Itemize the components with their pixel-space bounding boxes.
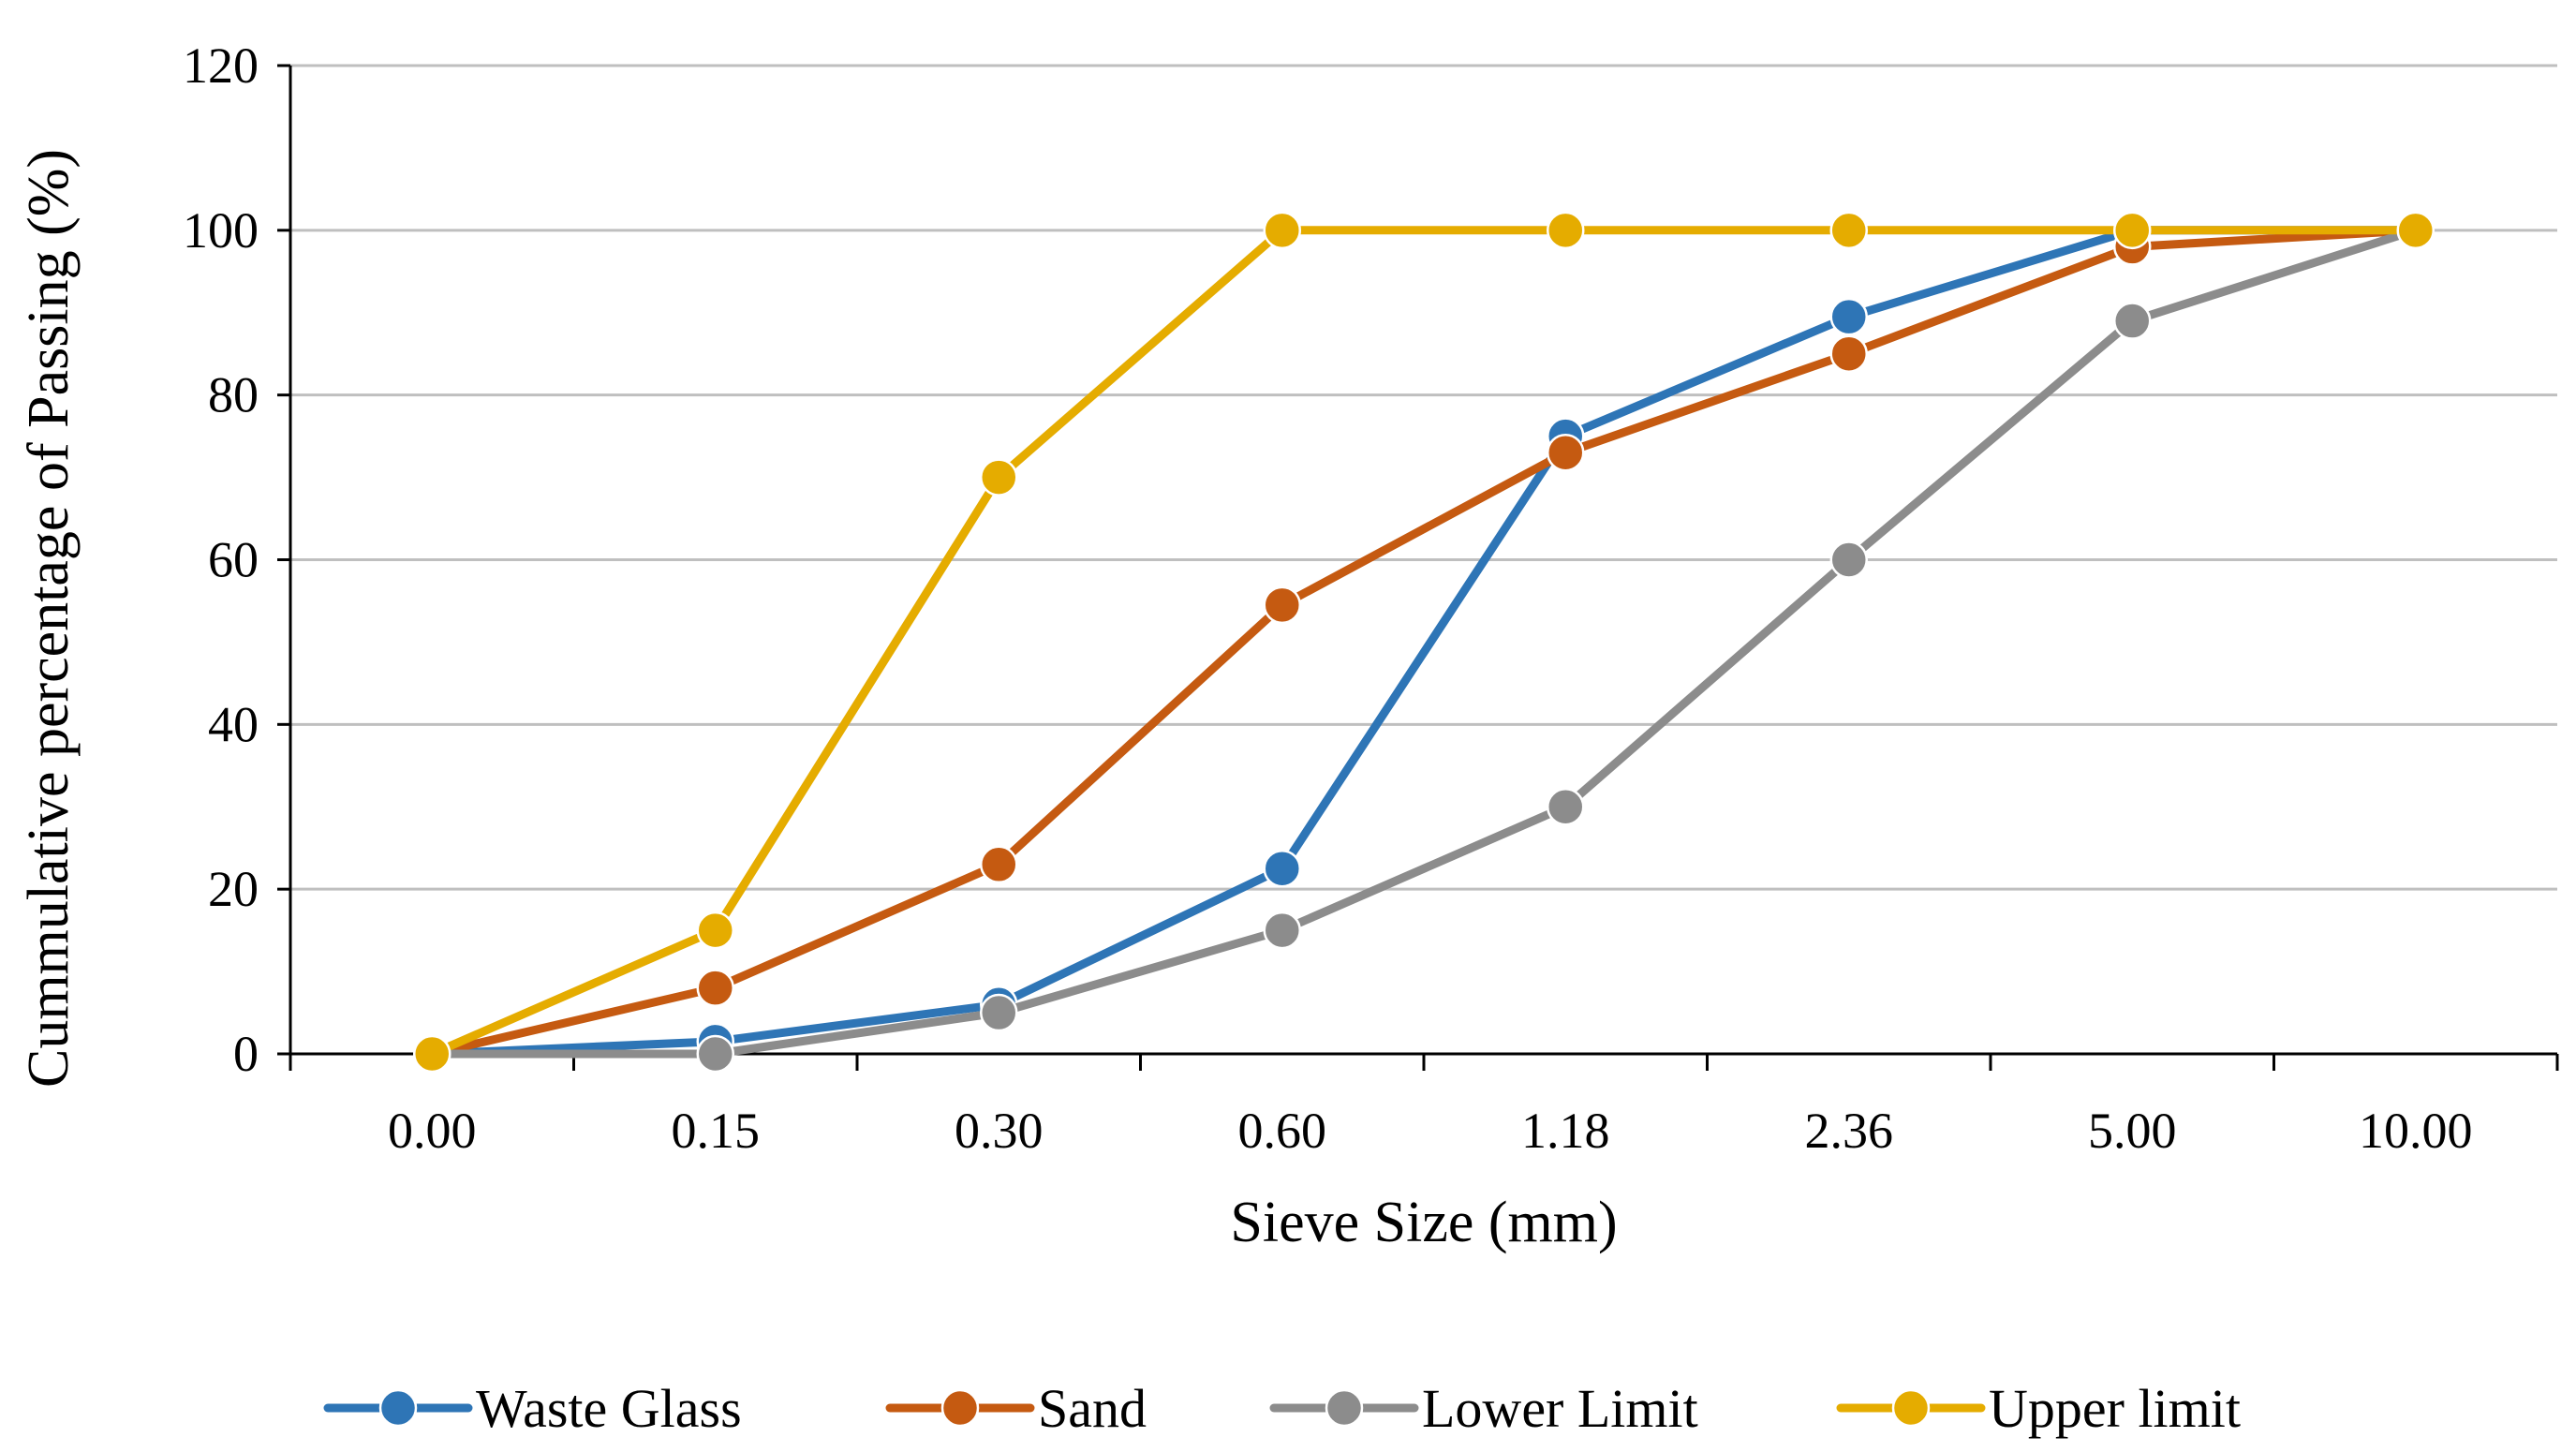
x-tick-label: 0.15 xyxy=(672,1103,761,1159)
y-tick-label: 80 xyxy=(208,367,259,423)
gridlines xyxy=(290,64,2557,891)
y-tick-label: 100 xyxy=(183,202,259,259)
data-point-sand xyxy=(980,845,1018,884)
y-tick-label: 20 xyxy=(208,861,259,917)
data-point-upper-limit xyxy=(1829,211,1868,250)
data-point-lower-limit xyxy=(1547,788,1585,826)
x-tick-label: 1.18 xyxy=(1521,1103,1610,1159)
y-tick-label: 0 xyxy=(233,1026,259,1082)
data-point-lower-limit xyxy=(1263,911,1301,950)
y-tick-label: 40 xyxy=(208,696,259,752)
x-tick-label: 0.30 xyxy=(955,1103,1044,1159)
legend-item-upper-limit: Upper limit xyxy=(1836,1378,2241,1439)
y-tick-label: 120 xyxy=(183,37,259,94)
x-axis-title: Sieve Size (mm) xyxy=(1230,1191,1617,1254)
legend-marker-lower-limit xyxy=(1325,1388,1364,1428)
data-point-upper-limit xyxy=(2113,211,2152,250)
x-tick-label: 5.00 xyxy=(2088,1103,2177,1159)
data-point-lower-limit xyxy=(1829,541,1868,579)
x-tick-label: 0.00 xyxy=(388,1103,477,1159)
data-point-waste-glass xyxy=(1829,297,1868,336)
data-point-upper-limit xyxy=(1547,211,1585,250)
x-tick-label: 10.00 xyxy=(2359,1103,2473,1159)
series-line-upper-limit xyxy=(427,226,2421,1059)
data-point-sand xyxy=(1263,585,1301,625)
data-point-sand xyxy=(1547,433,1585,472)
series-lines xyxy=(413,211,2435,1074)
data-point-waste-glass xyxy=(1263,849,1301,888)
data-point-lower-limit xyxy=(980,993,1018,1032)
legend-item-waste-glass: Waste Glass xyxy=(323,1378,742,1439)
data-point-lower-limit xyxy=(696,1034,734,1074)
data-point-sand xyxy=(696,969,734,1007)
data-point-sand xyxy=(1829,334,1868,373)
x-tick-label: 2.36 xyxy=(1805,1103,1894,1159)
legend-label-sand: Sand xyxy=(1038,1378,1147,1439)
axes xyxy=(277,64,2559,1071)
y-tick-label: 60 xyxy=(208,532,259,588)
series-line-lower-limit xyxy=(427,226,2421,1059)
data-point-lower-limit xyxy=(2113,302,2152,340)
legend-marker-upper-limit xyxy=(1891,1388,1931,1428)
data-point-upper-limit xyxy=(980,458,1018,496)
axis-titles: Sieve Size (mm) Cummulative percentage o… xyxy=(17,149,1618,1254)
data-point-upper-limit xyxy=(1263,211,1301,250)
tick-labels: 0 20 40 60 80 100 120 0.00 0.15 0.30 0.60 1.18 2.36 5… xyxy=(183,37,2473,1159)
y-axis-title: Cummulative percentage of Passing (%) xyxy=(17,149,81,1088)
series-line-sand xyxy=(427,226,2421,1059)
data-point-upper-limit xyxy=(413,1034,452,1074)
legend-item-sand: Sand xyxy=(885,1378,1147,1439)
legend-label-lower-limit: Lower Limit xyxy=(1422,1378,1698,1439)
legend-item-lower-limit: Lower Limit xyxy=(1269,1378,1698,1439)
legend: Waste Glass Sand Lower Limit Upper limit xyxy=(323,1378,2241,1439)
data-point-upper-limit xyxy=(696,911,734,950)
series-line-waste-glass xyxy=(427,226,2421,1059)
legend-marker-waste-glass xyxy=(378,1388,418,1428)
legend-label-upper-limit: Upper limit xyxy=(1989,1378,2241,1439)
legend-label-waste-glass: Waste Glass xyxy=(476,1378,742,1439)
data-point-upper-limit xyxy=(2396,211,2435,250)
x-tick-label: 0.60 xyxy=(1238,1103,1327,1159)
legend-marker-sand xyxy=(940,1388,980,1428)
